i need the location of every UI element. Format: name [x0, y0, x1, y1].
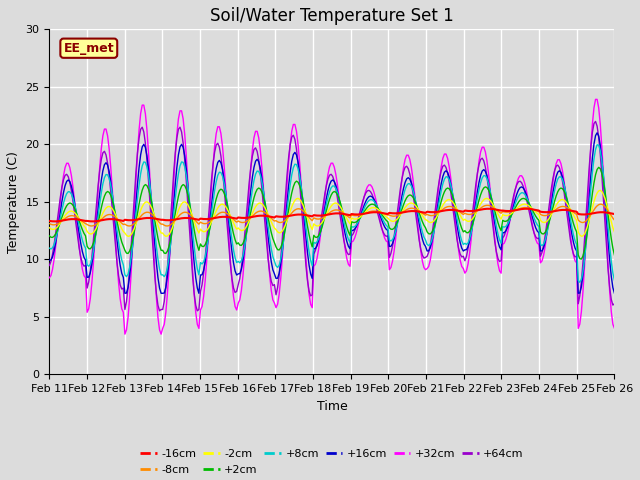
+8cm	[214, 172, 221, 178]
+2cm	[214, 191, 221, 197]
+64cm	[580, 237, 588, 242]
+64cm	[216, 144, 223, 150]
+64cm	[294, 161, 302, 167]
+2cm	[45, 233, 53, 239]
+16cm	[294, 159, 302, 165]
+16cm	[234, 271, 242, 277]
+64cm	[234, 282, 242, 288]
+2cm	[611, 252, 618, 258]
-8cm	[116, 219, 124, 225]
-2cm	[115, 219, 122, 225]
+2cm	[292, 178, 300, 184]
-16cm	[234, 215, 242, 220]
+32cm	[216, 124, 223, 130]
Legend: -16cm, -8cm, -2cm, +2cm, +8cm, +16cm, +32cm, +64cm: -16cm, -8cm, -2cm, +2cm, +8cm, +16cm, +3…	[136, 445, 528, 480]
Line: -8cm: -8cm	[49, 204, 614, 226]
+16cm	[216, 157, 223, 163]
Text: EE_met: EE_met	[63, 42, 114, 55]
Line: +2cm: +2cm	[49, 168, 614, 259]
-16cm	[45, 218, 53, 224]
+32cm	[115, 280, 122, 286]
+8cm	[580, 256, 588, 262]
+32cm	[121, 331, 129, 337]
+64cm	[45, 263, 53, 268]
+8cm	[593, 142, 601, 148]
+8cm	[45, 245, 53, 251]
-8cm	[611, 217, 618, 223]
-16cm	[582, 212, 590, 217]
+32cm	[244, 208, 252, 214]
+64cm	[244, 196, 252, 202]
+16cm	[593, 130, 601, 136]
-2cm	[596, 188, 604, 193]
+64cm	[592, 119, 600, 124]
-8cm	[88, 223, 96, 229]
+32cm	[234, 300, 242, 306]
-8cm	[580, 219, 588, 225]
-2cm	[234, 225, 242, 231]
+8cm	[611, 277, 618, 283]
+8cm	[243, 234, 250, 240]
+2cm	[595, 165, 602, 170]
+2cm	[577, 256, 585, 262]
-16cm	[116, 217, 124, 223]
+8cm	[292, 162, 300, 168]
Line: +16cm: +16cm	[49, 133, 614, 293]
-2cm	[216, 203, 223, 209]
-2cm	[294, 195, 302, 201]
+32cm	[294, 142, 302, 147]
-16cm	[244, 215, 252, 220]
+16cm	[580, 256, 588, 262]
+16cm	[611, 290, 618, 296]
+16cm	[244, 217, 252, 223]
-16cm	[611, 211, 618, 217]
-2cm	[611, 229, 618, 235]
Line: +32cm: +32cm	[49, 99, 614, 334]
-16cm	[50, 218, 58, 224]
+32cm	[611, 325, 618, 331]
+32cm	[592, 96, 600, 102]
-16cm	[216, 214, 223, 220]
Line: +8cm: +8cm	[49, 145, 614, 282]
-16cm	[484, 206, 492, 212]
-8cm	[216, 210, 223, 216]
+8cm	[576, 279, 584, 285]
+32cm	[45, 275, 53, 281]
+2cm	[580, 247, 588, 253]
-8cm	[294, 206, 302, 212]
Title: Soil/Water Temperature Set 1: Soil/Water Temperature Set 1	[210, 7, 454, 25]
-2cm	[580, 231, 588, 237]
-2cm	[45, 225, 53, 230]
Line: +64cm: +64cm	[49, 121, 614, 311]
+16cm	[45, 257, 53, 263]
+2cm	[233, 241, 241, 247]
+2cm	[115, 226, 122, 232]
+8cm	[115, 240, 122, 245]
-2cm	[244, 221, 252, 227]
+64cm	[115, 273, 122, 279]
-16cm	[294, 212, 302, 217]
+16cm	[115, 251, 122, 257]
Line: -2cm: -2cm	[49, 191, 614, 236]
+32cm	[580, 264, 588, 269]
-8cm	[45, 221, 53, 227]
+64cm	[156, 308, 163, 313]
-8cm	[596, 201, 604, 207]
-2cm	[124, 233, 132, 239]
+64cm	[611, 301, 618, 307]
Y-axis label: Temperature (C): Temperature (C)	[7, 151, 20, 253]
+16cm	[121, 290, 129, 296]
-8cm	[244, 217, 252, 223]
X-axis label: Time: Time	[317, 400, 348, 413]
-8cm	[234, 218, 242, 224]
+2cm	[243, 231, 250, 237]
+8cm	[233, 260, 241, 265]
Line: -16cm: -16cm	[49, 209, 614, 221]
